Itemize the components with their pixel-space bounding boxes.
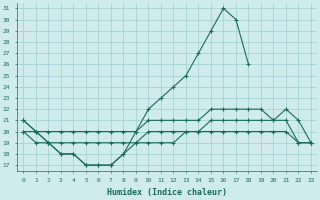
X-axis label: Humidex (Indice chaleur): Humidex (Indice chaleur) [107,188,227,197]
